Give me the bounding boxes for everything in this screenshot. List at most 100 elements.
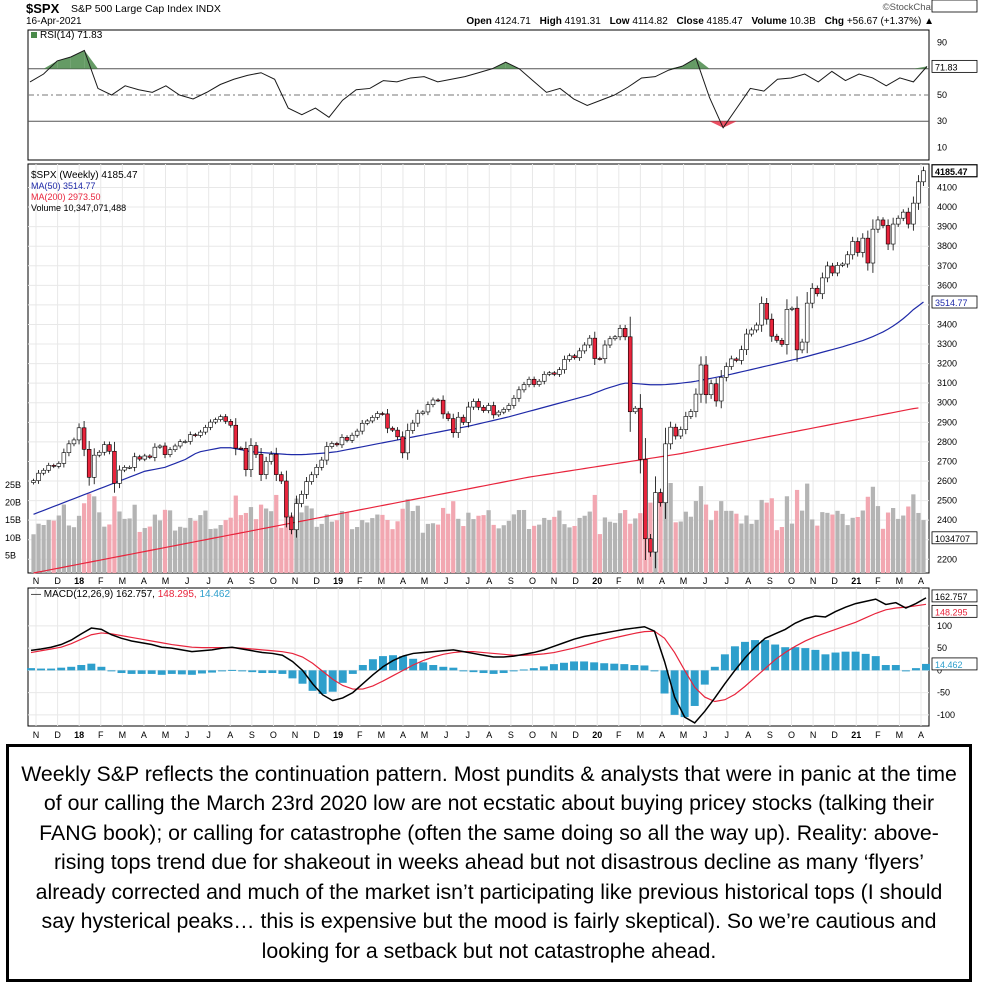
rsi-axis-label: 10 xyxy=(937,142,947,152)
macd-axis-label: -100 xyxy=(937,710,955,720)
volume-bar xyxy=(319,523,324,573)
exchange-code: INDX xyxy=(195,3,221,15)
volume-bar xyxy=(56,515,61,573)
price-x-tick-label: A xyxy=(659,576,665,586)
volume-bar xyxy=(385,520,390,573)
macd-histogram-bar xyxy=(801,648,810,671)
volume-bar xyxy=(830,514,835,573)
candle-up xyxy=(268,453,274,462)
candle-up xyxy=(718,377,724,402)
low-label: Low xyxy=(609,16,630,27)
candle-down xyxy=(572,355,577,359)
volume-bar xyxy=(602,517,608,573)
volume-bar xyxy=(557,510,562,573)
volume-bar xyxy=(617,513,623,573)
candle-up xyxy=(102,444,107,453)
price-x-tick-label: M xyxy=(637,576,645,586)
macd-histogram-bar xyxy=(117,670,126,674)
ma50-line xyxy=(33,301,924,515)
price-x-tick-label: O xyxy=(270,576,277,586)
volume-bar xyxy=(304,505,309,573)
candle-down xyxy=(233,424,239,449)
macd-histogram-bar xyxy=(871,656,880,671)
macd-x-tick-label: F xyxy=(616,730,622,740)
macd-histogram-bar xyxy=(831,652,840,671)
candle-down xyxy=(81,427,87,450)
candle-up xyxy=(633,407,638,413)
candle-down xyxy=(289,516,294,531)
candle-up xyxy=(653,492,658,553)
candle-up xyxy=(218,416,223,420)
volume-bar xyxy=(582,515,587,573)
price-x-tick-label: A xyxy=(486,576,492,586)
candle-down xyxy=(885,225,891,245)
volume-bar xyxy=(623,510,628,573)
macd-histogram-bar xyxy=(821,654,830,671)
macd-histogram-bar xyxy=(298,670,307,684)
volume-bar xyxy=(486,510,491,573)
candle-up xyxy=(850,241,855,256)
volume-bar xyxy=(208,529,213,573)
candle-up xyxy=(132,456,137,468)
low-value: 4114.82 xyxy=(632,16,668,27)
candle-up xyxy=(41,469,46,474)
candle-down xyxy=(779,340,785,345)
macd-histogram-bar xyxy=(881,665,890,671)
price-axis-label: 3400 xyxy=(937,319,957,329)
volume-bar xyxy=(218,525,223,573)
candle-down xyxy=(334,443,340,446)
macd-histogram-bar xyxy=(449,667,458,671)
volume-bar xyxy=(446,513,451,573)
macd-axis-label: 0 xyxy=(937,665,942,675)
volume-bar xyxy=(395,521,400,573)
macd-histogram-bar xyxy=(791,647,800,671)
candle-up xyxy=(76,427,82,441)
volume-bar xyxy=(911,494,916,573)
volume-bar xyxy=(51,520,56,573)
price-x-tick-label: J xyxy=(465,576,470,586)
volume-bar xyxy=(820,512,825,573)
candle-up xyxy=(875,219,881,230)
price-axis-label: 2700 xyxy=(937,456,957,466)
candle-up xyxy=(299,494,304,504)
candle-down xyxy=(107,444,112,452)
price-x-tick-label: J xyxy=(444,576,449,586)
candle-down xyxy=(284,480,289,518)
price-x-tick-label: D xyxy=(54,576,61,586)
volume-bar xyxy=(693,501,699,573)
candle-up xyxy=(349,434,355,441)
macd-histogram-bar xyxy=(761,640,770,671)
candle-up xyxy=(188,434,193,442)
price-axis-label: 2600 xyxy=(937,476,957,486)
volume-axis-label: 15B xyxy=(5,515,21,525)
candle-up xyxy=(36,472,41,481)
volume-bar xyxy=(516,510,522,573)
volume-bar xyxy=(774,530,779,573)
macd-histogram-bar xyxy=(519,669,528,671)
candle-down xyxy=(476,401,481,408)
macd-histogram-bar xyxy=(539,666,548,671)
volume-bar xyxy=(597,534,602,573)
volume-bar xyxy=(840,513,845,573)
price-x-tick-label: M xyxy=(421,576,429,586)
ma50-last-value: 3514.77 xyxy=(935,298,968,308)
ma50-last-value-box xyxy=(931,295,978,309)
volume-bar xyxy=(466,512,471,573)
volume-bar xyxy=(87,493,92,573)
macd-histogram-bar xyxy=(751,640,760,671)
candle-up xyxy=(198,431,203,436)
volume-bar xyxy=(193,520,198,573)
volume-bar xyxy=(223,520,228,573)
volume-bar xyxy=(380,514,385,573)
candle-down xyxy=(531,378,537,385)
price-x-tick-label: F xyxy=(98,576,104,586)
candle-up xyxy=(739,349,744,361)
volume-bar xyxy=(547,520,552,573)
candle-up xyxy=(375,413,380,418)
rsi-last-value: 71.83 xyxy=(935,62,958,72)
volume-bar xyxy=(633,518,638,573)
volume-bar xyxy=(183,527,188,573)
price-last-value: 4185.47 xyxy=(935,167,968,177)
candle-up xyxy=(157,445,163,448)
macd-histogram-bar xyxy=(338,670,347,683)
